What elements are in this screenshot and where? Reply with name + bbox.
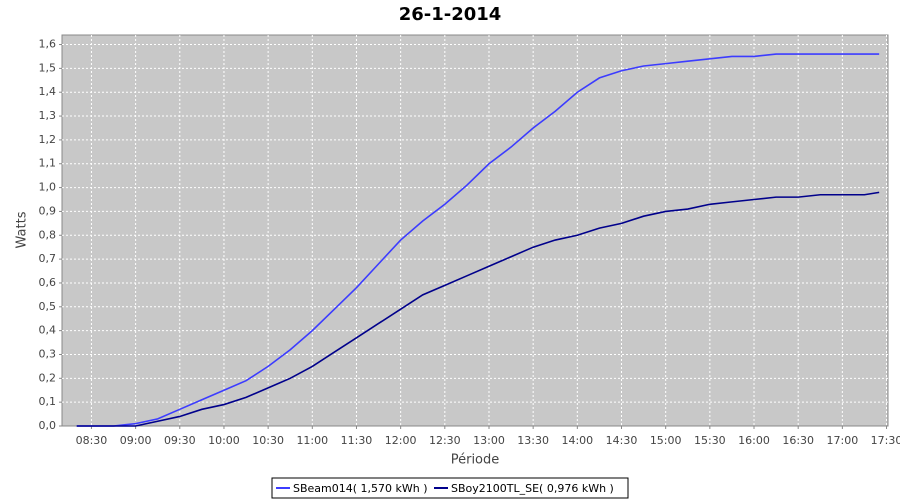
x-tick-label: 11:00 (296, 434, 328, 447)
y-tick-label: 1,1 (39, 157, 57, 170)
y-tick-label: 0,7 (39, 252, 57, 265)
x-tick-label: 17:00 (827, 434, 859, 447)
y-tick-label: 1,3 (39, 109, 57, 122)
y-tick-label: 1,4 (39, 85, 57, 98)
x-tick-label: 14:30 (606, 434, 638, 447)
y-tick-label: 0,0 (39, 419, 57, 432)
y-tick-label: 0,3 (39, 347, 57, 360)
x-tick-label: 13:30 (517, 434, 549, 447)
series-line (76, 53, 880, 427)
x-tick-label: 14:00 (561, 434, 593, 447)
series-line (76, 191, 880, 427)
y-tick-label: 0,2 (39, 371, 57, 384)
x-tick-label: 09:00 (120, 434, 152, 447)
y-tick-label: 0,1 (39, 395, 57, 408)
x-tick-label: 17:30 (871, 434, 900, 447)
plot-area (61, 34, 889, 427)
y-tick-label: 0,9 (39, 204, 57, 217)
x-tick-label: 11:30 (341, 434, 373, 447)
x-tick-label: 08:30 (76, 434, 108, 447)
x-axis-label: Période (451, 453, 500, 468)
x-tick-label: 13:00 (473, 434, 505, 447)
y-tick-label: 0,8 (39, 228, 57, 241)
x-tick-label: 10:00 (208, 434, 240, 447)
x-tick-label: 16:00 (738, 434, 770, 447)
legend-label: SBeam014( 1,570 kWh ) (293, 482, 428, 495)
y-tick-label: 1,0 (39, 181, 57, 194)
x-tick-label: 09:30 (164, 434, 196, 447)
x-tick-label: 15:30 (694, 434, 726, 447)
y-tick-label: 1,6 (39, 38, 57, 51)
y-tick-label: 0,4 (39, 324, 57, 337)
y-tick-label: 1,2 (39, 133, 57, 146)
y-axis-label: Watts (15, 211, 30, 248)
x-tick-label: 16:30 (782, 434, 814, 447)
x-tick-label: 12:00 (385, 434, 417, 447)
y-tick-label: 1,5 (39, 61, 57, 74)
y-tick-label: 0,6 (39, 276, 57, 289)
legend-label: SBoy2100TL_SE( 0,976 kWh ) (451, 482, 614, 495)
x-tick-label: 10:30 (252, 434, 284, 447)
chart-title: 26-1-2014 (399, 4, 502, 25)
legend (271, 477, 629, 499)
x-tick-label: 12:30 (429, 434, 461, 447)
x-tick-label: 15:00 (650, 434, 682, 447)
y-tick-label: 0,5 (39, 300, 57, 313)
